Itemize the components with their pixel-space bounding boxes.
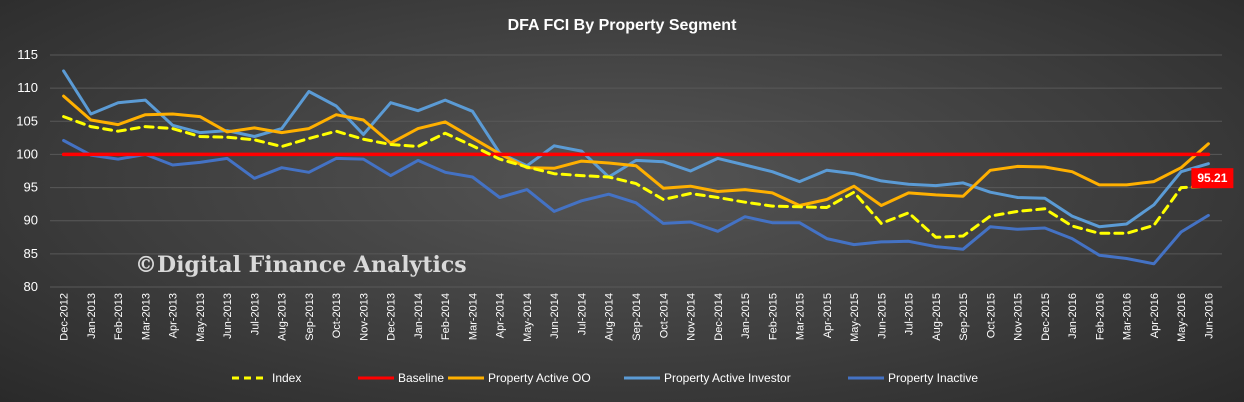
x-tick-label: Mar-2016 (1122, 293, 1134, 340)
legend-entry: Index (272, 371, 301, 385)
legend: Index Baseline Property Active OO Property … (232, 371, 978, 385)
series-line-property-inactive (62, 139, 1210, 266)
legend-entry: Property Active Investor (664, 371, 791, 385)
series-layer (61, 69, 1211, 266)
x-tick-label: Jun-2015 (876, 293, 888, 339)
x-tick-label: Apr-2016 (1149, 293, 1161, 338)
x-tick-label: Aug-2013 (277, 293, 289, 341)
x-tick-label: May-2013 (195, 293, 207, 342)
x-tick-label: Sep-2014 (631, 293, 643, 341)
x-tick-label: May-2016 (1176, 293, 1188, 342)
watermark-text: ©Digital Finance Analytics (135, 252, 467, 278)
y-tick-label: 90 (24, 213, 38, 228)
x-tick-label: Aug-2014 (604, 293, 616, 341)
x-tick-label: Sep-2015 (958, 293, 970, 341)
x-tick-label: Apr-2013 (168, 293, 180, 338)
x-tick-label: Oct-2014 (658, 293, 670, 338)
x-tick-label: Feb-2016 (1094, 293, 1106, 340)
x-axis: Dec-2012 Jan-2013 Feb-2013 Mar-2013 Apr-2013… (59, 293, 1216, 342)
series-line-index (62, 115, 1210, 239)
y-axis: 80 85 90 95 100 105 110 115 (16, 47, 38, 294)
y-tick-label: 80 (24, 279, 38, 294)
x-tick-label: Dec-2014 (713, 293, 725, 341)
chart-title: DFA FCI By Property Segment (508, 17, 737, 34)
x-tick-label: Jan-2016 (1067, 293, 1079, 339)
x-tick-label: Feb-2015 (767, 293, 779, 340)
x-tick-label: Apr-2014 (495, 293, 507, 338)
x-tick-label: Mar-2013 (140, 293, 152, 340)
series-line-property-active-oo (62, 94, 1210, 207)
x-tick-label: Jun-2013 (222, 293, 234, 339)
x-tick-label: Nov-2013 (358, 293, 370, 341)
x-tick-label: Mar-2015 (795, 293, 807, 340)
x-tick-label: Oct-2015 (985, 293, 997, 338)
x-tick-label: Nov-2014 (686, 293, 698, 341)
x-tick-label: Oct-2013 (331, 293, 343, 338)
x-tick-label: Jan-2015 (740, 293, 752, 339)
y-tick-label: 85 (24, 246, 38, 261)
x-tick-label: May-2015 (849, 293, 861, 342)
x-tick-label: Jul-2014 (576, 293, 588, 335)
y-tick-label: 95 (24, 180, 38, 195)
x-tick-label: Jul-2015 (904, 293, 916, 335)
legend-entry: Property Active OO (488, 371, 591, 385)
x-tick-label: Aug-2015 (931, 293, 943, 341)
x-tick-label: Feb-2013 (113, 293, 125, 340)
x-tick-label: Dec-2013 (386, 293, 398, 341)
legend-entry: Property Inactive (888, 371, 978, 385)
x-tick-label: Jun-2016 (1203, 293, 1215, 339)
x-tick-label: Feb-2014 (440, 293, 452, 340)
data-label: 95.21 (1197, 171, 1227, 185)
x-tick-label: Dec-2015 (1040, 293, 1052, 341)
data-label-box (1191, 168, 1234, 189)
x-tick-label: Jan-2013 (86, 293, 98, 339)
x-tick-label: Jul-2013 (249, 293, 261, 335)
x-tick-label: Jun-2014 (549, 293, 561, 339)
callout-layer: 95.21 (1191, 168, 1234, 189)
series-line-property-active-investor (62, 69, 1210, 229)
x-tick-label: Jan-2014 (413, 293, 425, 339)
legend-entry: Baseline (398, 371, 444, 385)
y-tick-label: 115 (17, 47, 38, 62)
x-tick-label: Apr-2015 (822, 293, 834, 338)
x-tick-label: May-2014 (522, 293, 534, 342)
x-tick-label: Sep-2013 (304, 293, 316, 341)
y-tick-label: 105 (16, 113, 38, 128)
y-tick-label: 110 (17, 80, 38, 95)
x-tick-label: Dec-2012 (59, 293, 71, 341)
y-tick-label: 100 (16, 146, 38, 161)
x-tick-label: Nov-2015 (1013, 293, 1025, 341)
x-tick-label: Mar-2014 (467, 293, 479, 340)
